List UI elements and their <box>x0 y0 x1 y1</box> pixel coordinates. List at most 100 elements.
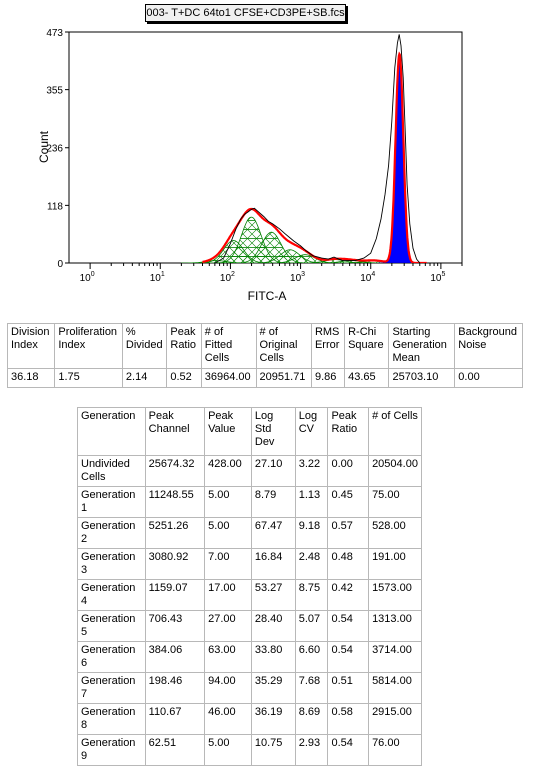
generation-cell: Generation 5 <box>77 610 146 642</box>
stats-value-cell: 1.75 <box>54 368 123 388</box>
generation-cell: 33.80 <box>250 641 296 673</box>
generation-cell: 75.00 <box>368 486 422 518</box>
generation-row: Generation 4 1159.07 17.00 53.27 8.75 0.42 157… <box>77 579 422 611</box>
generation-row: Generation 9 62.51 5.00 10.75 2.93 0.54 76.00 <box>77 734 422 766</box>
generation-header-cell: Peak Ratio <box>327 407 370 456</box>
generation-cell: 3.22 <box>294 455 329 487</box>
y-axis-label: Count <box>37 130 51 163</box>
generation-header-cell: Generation <box>77 407 146 456</box>
generation-cell: 0.00 <box>327 455 370 487</box>
generation-cell: 1.13 <box>294 486 329 518</box>
generation-row: Generation 8 110.67 46.00 36.19 8.69 0.58 2915… <box>77 703 422 735</box>
generation-cell: Generation 7 <box>77 672 146 704</box>
stats-header-cell: RMS Error <box>310 323 346 369</box>
generation-cell: Generation 9 <box>77 734 146 766</box>
generation-cell: 428.00 <box>204 455 252 487</box>
generation-row: Generation 5 706.43 27.00 28.40 5.07 0.54 1313… <box>77 610 422 642</box>
generation-cell: 5.00 <box>204 486 252 518</box>
stats-header-cell: Background Noise <box>454 323 523 369</box>
generation-cell: Generation 1 <box>77 486 146 518</box>
generation-cell: 17.00 <box>204 579 252 611</box>
stats-value-cell: 20951.71 <box>255 368 312 388</box>
stats-value-row: 36.18 1.75 2.14 0.52 36964.00 20951.71 9.86 43.… <box>6 368 523 388</box>
generation-peak <box>181 260 252 263</box>
stats-header-row: Division Index Proliferation Index% Divid… <box>6 323 523 369</box>
generation-cell: Undivided Cells <box>77 455 146 487</box>
generation-cell: 76.00 <box>368 734 422 766</box>
generation-row: Generation 6 384.06 63.00 33.80 6.60 0.54 3714… <box>77 641 422 673</box>
generation-cell: 2.93 <box>294 734 329 766</box>
generation-cell: 7.68 <box>294 672 329 704</box>
generation-cell: 8.79 <box>250 486 296 518</box>
generation-cell: 198.46 <box>144 672 206 704</box>
generation-cell: 0.48 <box>327 548 370 580</box>
stats-header-cell: Peak Ratio <box>166 323 202 369</box>
histogram-chart: 0 118 236 355 473 100 101 102 103 104 105 Count F… <box>37 28 463 303</box>
generation-cell: Generation 2 <box>77 517 146 549</box>
generation-header-cell: Peak Channel <box>144 407 206 456</box>
generation-cell: 706.43 <box>144 610 206 642</box>
generation-cell: 0.54 <box>327 734 370 766</box>
stats-header-cell: Proliferation Index <box>54 323 123 369</box>
generation-cell: Generation 6 <box>77 641 146 673</box>
generation-header-cell: Log CV <box>294 407 329 456</box>
generation-cell: 16.84 <box>250 548 296 580</box>
generation-cell: 0.51 <box>327 672 370 704</box>
stats-value-cell: 36.18 <box>6 368 56 388</box>
generation-cell: 5251.26 <box>144 517 206 549</box>
generation-header-cell: Peak Value <box>204 407 252 456</box>
y-tick-label: 236 <box>46 144 63 155</box>
stats-value-cell: 2.14 <box>121 368 168 388</box>
generation-row: Generation 7 198.46 94.00 35.29 7.68 0.51 5814… <box>77 672 422 704</box>
generation-row: Generation 3 3080.92 7.00 16.84 2.48 0.48 191.… <box>77 548 422 580</box>
stats-value-cell: 0.52 <box>166 368 202 388</box>
generation-cell: 9.18 <box>294 517 329 549</box>
stats-value-cell: 0.00 <box>454 368 523 388</box>
generation-cell: 110.67 <box>144 703 206 735</box>
generation-cell: 0.57 <box>327 517 370 549</box>
generation-cell: 2.48 <box>294 548 329 580</box>
y-tick-label: 118 <box>47 201 63 212</box>
generation-cell: Generation 8 <box>77 703 146 735</box>
generation-cell: 1573.00 <box>368 579 422 611</box>
generation-cell: 25674.32 <box>144 455 206 487</box>
generation-cell: 27.00 <box>204 610 252 642</box>
generation-cell: 0.54 <box>327 610 370 642</box>
y-tick-label: 473 <box>46 28 63 39</box>
generation-cell: 62.51 <box>144 734 206 766</box>
x-tick-label: 100 <box>80 271 95 284</box>
generation-cell: 67.47 <box>250 517 296 549</box>
stats-header-cell: Starting Generation Mean <box>388 323 456 369</box>
stats-value-cell: 43.65 <box>344 368 390 388</box>
generation-cell: 6.60 <box>294 641 329 673</box>
stats-header-cell: % Divided <box>121 323 168 369</box>
generation-cell: 0.54 <box>327 641 370 673</box>
generation-cell: 8.69 <box>294 703 329 735</box>
generation-row: Generation 2 5251.26 5.00 67.47 9.18 0.57 528.… <box>77 517 422 549</box>
generation-cell: 2915.00 <box>368 703 422 735</box>
y-axis: 0 118 236 355 473 <box>46 28 69 270</box>
generation-cell: 384.06 <box>144 641 206 673</box>
generation-cell: 3714.00 <box>368 641 422 673</box>
file-name-label: 003- T+DC 64to1 CFSE+CD3PE+SB.fcs <box>145 4 346 22</box>
x-tick-label: 105 <box>430 271 445 284</box>
generation-cell: Generation 4 <box>77 579 146 611</box>
raw-histogram-line <box>214 34 421 263</box>
x-tick-label: 101 <box>150 271 165 284</box>
generation-cell: 11248.55 <box>144 486 206 518</box>
generation-header-cell: Log Std Dev <box>250 407 296 456</box>
x-axis-label: FITC-A <box>248 289 287 303</box>
generation-cell: 7.00 <box>204 548 252 580</box>
generation-cell: 35.29 <box>250 672 296 704</box>
generation-row: Undivided Cells 25674.32 428.00 27.10 3.22 0.… <box>77 455 422 487</box>
x-tick-label: 103 <box>290 271 305 284</box>
generation-cell: 8.75 <box>294 579 329 611</box>
stats-value-cell: 9.86 <box>310 368 346 388</box>
generation-cell: 0.45 <box>327 486 370 518</box>
generation-cell: 27.10 <box>250 455 296 487</box>
stats-header-cell: # of Fitted Cells <box>200 323 257 369</box>
generation-cell: 53.27 <box>250 579 296 611</box>
generation-cell: 5.00 <box>204 517 252 549</box>
generation-cell: 528.00 <box>368 517 422 549</box>
generation-cell: 28.40 <box>250 610 296 642</box>
